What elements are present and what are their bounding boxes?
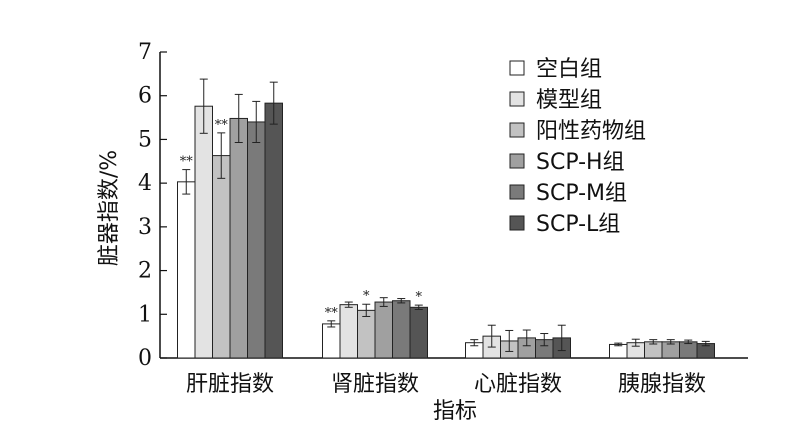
bar [392, 300, 411, 359]
bar [409, 306, 428, 359]
y-tick-label: 6 [138, 84, 152, 109]
significance-mark: ** [325, 306, 339, 321]
bar [212, 155, 231, 359]
significance-mark: ** [180, 155, 194, 170]
legend-label: 空白组 [536, 57, 602, 82]
bar [194, 105, 213, 359]
y-tick-label: 7 [138, 40, 152, 65]
x-axis-title: 指标 [433, 399, 477, 424]
y-tick-label: 2 [138, 259, 152, 284]
significance-mark: * [363, 289, 370, 304]
bar [609, 343, 628, 359]
x-category-label: 胰腺指数 [618, 372, 706, 397]
x-category-label: 心脏指数 [474, 372, 562, 397]
legend-swatch [509, 215, 525, 231]
y-tick-label: 3 [138, 215, 152, 240]
bar [229, 117, 248, 359]
legend-label: 阳性药物组 [536, 119, 646, 144]
bar [374, 301, 393, 359]
bar [357, 309, 376, 359]
legend-swatch [509, 153, 525, 169]
legend-swatch [509, 91, 525, 107]
x-category-label: 肝脏指数 [186, 372, 274, 397]
legend-label: SCP-M组 [536, 181, 627, 206]
legend-swatch [509, 60, 525, 76]
bar [247, 121, 266, 359]
y-tick-label: 5 [138, 127, 152, 152]
y-tick-label: 0 [138, 346, 152, 371]
bar [339, 304, 358, 359]
bar [177, 181, 196, 359]
legend-label: SCP-H组 [536, 150, 625, 175]
significance-mark: ** [215, 118, 229, 133]
legend-swatch [509, 122, 525, 138]
bar [679, 341, 698, 359]
legend-label: SCP-L组 [536, 212, 620, 237]
x-category-label: 肾脏指数 [331, 372, 419, 397]
bar [264, 102, 283, 359]
significance-mark: * [416, 290, 423, 305]
y-axis-title: 脏器指数/% [97, 150, 122, 266]
y-tick-label: 1 [138, 302, 152, 327]
y-tick-label: 4 [138, 171, 152, 196]
legend-label: 模型组 [536, 88, 602, 113]
legend-swatch [509, 184, 525, 200]
bar [322, 323, 341, 359]
